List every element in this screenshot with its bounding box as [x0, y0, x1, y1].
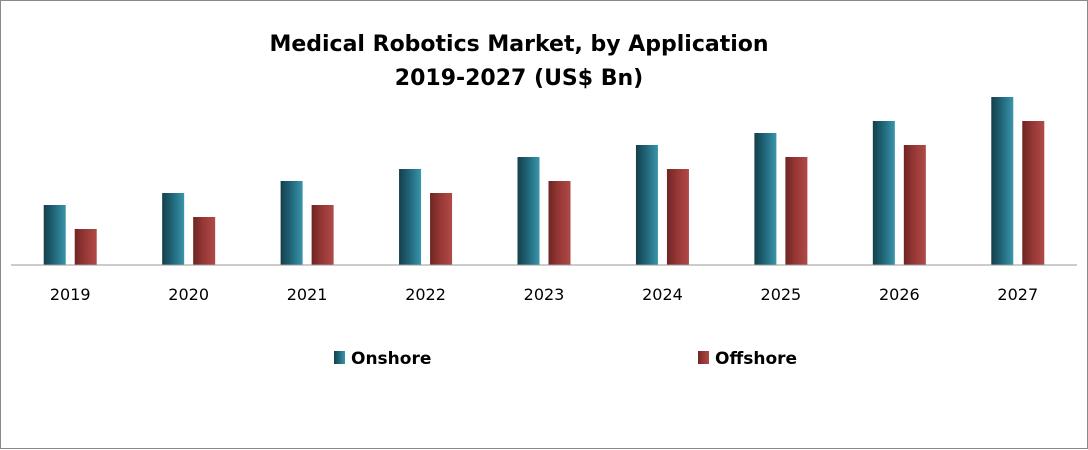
- bar-offshore-2021: [311, 205, 334, 265]
- bar-onshore-2020: [162, 193, 185, 265]
- bar-onshore-2023: [517, 157, 540, 265]
- bar-onshore-2025: [754, 133, 777, 265]
- bar-onshore-2021: [280, 181, 303, 265]
- bar-onshore-2019: [43, 205, 66, 265]
- bar-onshore-2027: [991, 97, 1014, 265]
- x-tick-label-2019: 2019: [50, 285, 91, 304]
- bar-offshore-2025: [785, 157, 808, 265]
- x-tick-label-2022: 2022: [405, 285, 446, 304]
- bar-offshore-2026: [903, 145, 926, 265]
- x-tick-label-2025: 2025: [761, 285, 802, 304]
- x-tick-label-2021: 2021: [287, 285, 328, 304]
- chart-title-line-2: 2019-2027 (US$ Bn): [395, 66, 643, 91]
- bar-onshore-2024: [635, 145, 658, 265]
- bar-offshore-2019: [74, 229, 97, 265]
- bar-offshore-2022: [430, 193, 453, 265]
- legend-swatch-onshore: [334, 351, 345, 364]
- x-tick-label-2020: 2020: [168, 285, 209, 304]
- x-tick-label-2027: 2027: [997, 285, 1038, 304]
- x-tick-label-2026: 2026: [879, 285, 920, 304]
- bar-offshore-2024: [666, 169, 689, 265]
- x-tick-label-2024: 2024: [642, 285, 683, 304]
- legend: Onshore Offshore: [334, 349, 797, 369]
- bars-group: [43, 97, 1045, 265]
- legend-label-offshore: Offshore: [715, 349, 797, 369]
- bar-offshore-2027: [1022, 121, 1045, 265]
- x-tick-label-2023: 2023: [524, 285, 565, 304]
- bar-offshore-2023: [548, 181, 571, 265]
- legend-label-onshore: Onshore: [351, 349, 431, 369]
- legend-swatch-offshore: [698, 351, 709, 364]
- x-tick-labels: 2019 2020 2021 2022 2023 2024 2025 2026 2027: [50, 285, 1038, 304]
- chart-title-line-1: Medical Robotics Market, by Application: [269, 32, 768, 57]
- bar-onshore-2022: [399, 169, 422, 265]
- bar-onshore-2026: [872, 121, 895, 265]
- bar-offshore-2020: [193, 217, 216, 265]
